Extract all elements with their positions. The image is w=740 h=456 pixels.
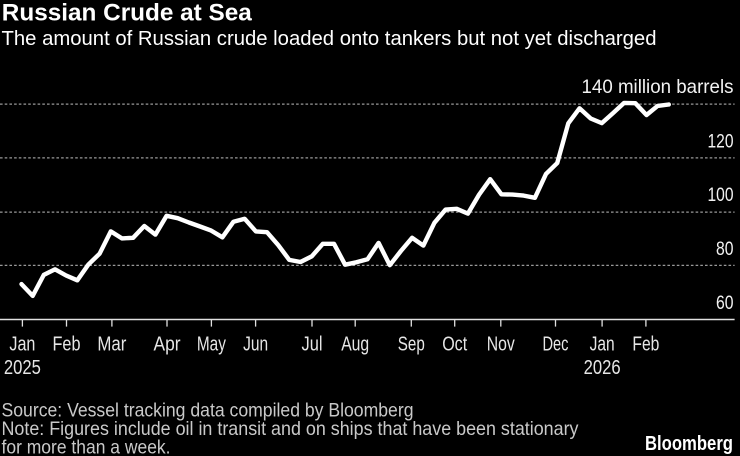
svg-text:Jul: Jul: [302, 334, 323, 356]
svg-text:Bloomberg: Bloomberg: [645, 432, 733, 455]
svg-text:Jan: Jan: [590, 334, 615, 356]
svg-text:60: 60: [716, 292, 734, 314]
svg-text:80: 80: [716, 238, 734, 260]
svg-text:Feb: Feb: [632, 334, 659, 356]
svg-text:Aug: Aug: [341, 334, 369, 356]
svg-text:for more than a week.: for more than a week.: [2, 436, 171, 456]
svg-text:Nov: Nov: [487, 334, 515, 356]
svg-text:120: 120: [708, 131, 734, 153]
svg-text:Sep: Sep: [398, 334, 425, 356]
svg-text:Jun: Jun: [243, 334, 268, 356]
svg-text:Feb: Feb: [53, 334, 81, 356]
svg-text:2025: 2025: [4, 357, 41, 379]
svg-text:2026: 2026: [584, 357, 621, 379]
svg-text:140 million barrels: 140 million barrels: [582, 76, 734, 98]
svg-text:Note: Figures include oil in t: Note: Figures include oil in transit and…: [2, 418, 579, 440]
svg-text:Mar: Mar: [97, 334, 126, 356]
svg-text:May: May: [197, 334, 226, 356]
svg-text:Source: Vessel tracking data c: Source: Vessel tracking data compiled by…: [2, 399, 414, 421]
svg-text:100: 100: [708, 184, 734, 206]
svg-text:Russian Crude at Sea: Russian Crude at Sea: [2, 0, 253, 26]
svg-text:Apr: Apr: [154, 334, 181, 356]
svg-text:Oct: Oct: [442, 334, 467, 356]
svg-text:Jan: Jan: [9, 334, 35, 356]
svg-text:Dec: Dec: [543, 334, 569, 356]
svg-text:The amount of Russian crude lo: The amount of Russian crude loaded onto …: [2, 28, 657, 50]
